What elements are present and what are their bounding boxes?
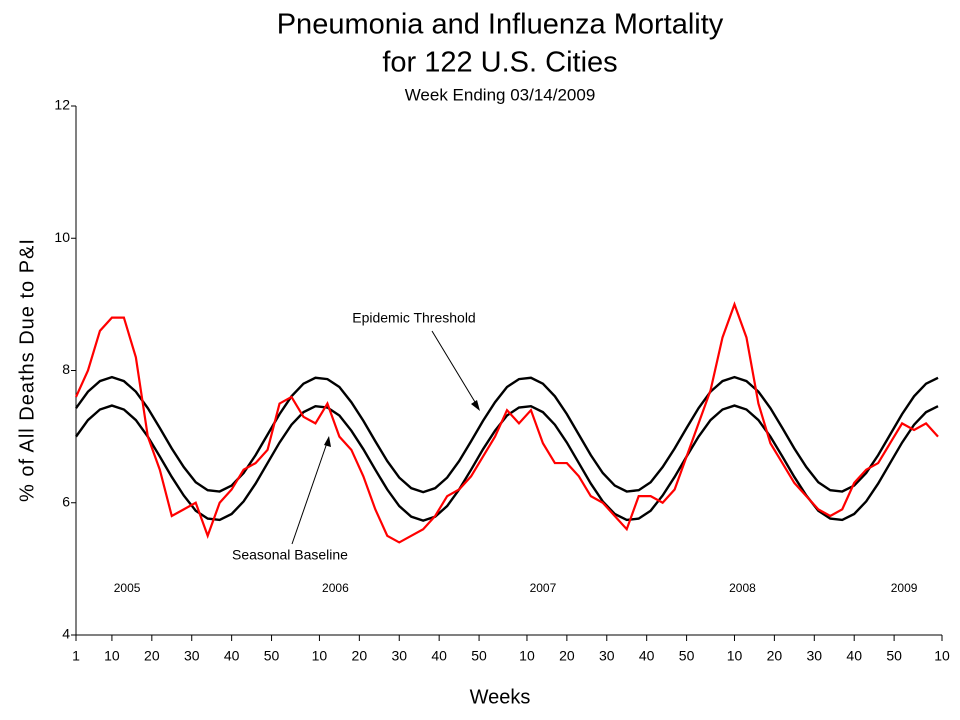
x-tick-label: 30 [807,648,823,664]
y-tick-label: 12 [54,97,70,113]
x-tick-label: 20 [559,648,575,664]
x-tick-label: 50 [679,648,695,664]
x-tick-label: 1 [72,648,80,664]
series-line [75,375,939,494]
x-tick-label: 40 [224,648,240,664]
series-line [75,404,939,522]
y-tick-label: 10 [54,229,70,245]
year-label: 2007 [530,581,557,595]
y-tick-label: 4 [62,626,70,642]
x-tick-label: 40 [431,648,447,664]
annotation: Seasonal Baseline [232,547,348,563]
arrowhead [471,400,480,411]
x-tick-label: 30 [599,648,615,664]
x-tick-label: 10 [727,648,743,664]
annotation-arrow [431,330,479,408]
arrowhead [324,436,331,447]
x-tick-label: 50 [471,648,487,664]
chart-subtitle: Week Ending 03/14/2009 [405,85,596,104]
x-tick-label: 10 [519,648,535,664]
annotation-arrow [291,439,329,545]
x-tick-label: 50 [264,648,280,664]
x-tick-label: 30 [184,648,200,664]
year-label: 2005 [114,581,141,595]
year-label: 2009 [891,581,918,595]
y-tick-label: 6 [62,493,70,509]
year-label: 2008 [729,581,756,595]
chart-title: for 122 U.S. Cities [382,47,617,79]
x-tick-label: 10 [104,648,120,664]
x-tick-label: 20 [144,648,160,664]
x-tick-label: 50 [886,648,902,664]
chart-title: Pneumonia and Influenza Mortality [277,9,724,41]
x-tick-label: 20 [767,648,783,664]
x-tick-label: 20 [352,648,368,664]
x-tick-label: 30 [391,648,407,664]
x-tick-label: 10 [934,648,950,664]
x-tick-label: 10 [312,648,328,664]
y-tick-label: 8 [62,361,70,377]
x-axis-label: Weeks [470,686,531,708]
y-axis-label: % of All Deaths Due to P&I [16,238,38,502]
year-label: 2006 [322,581,349,595]
x-tick-label: 40 [846,648,862,664]
annotation: Epidemic Threshold [352,310,475,326]
series-line [74,301,939,544]
x-tick-label: 40 [639,648,655,664]
